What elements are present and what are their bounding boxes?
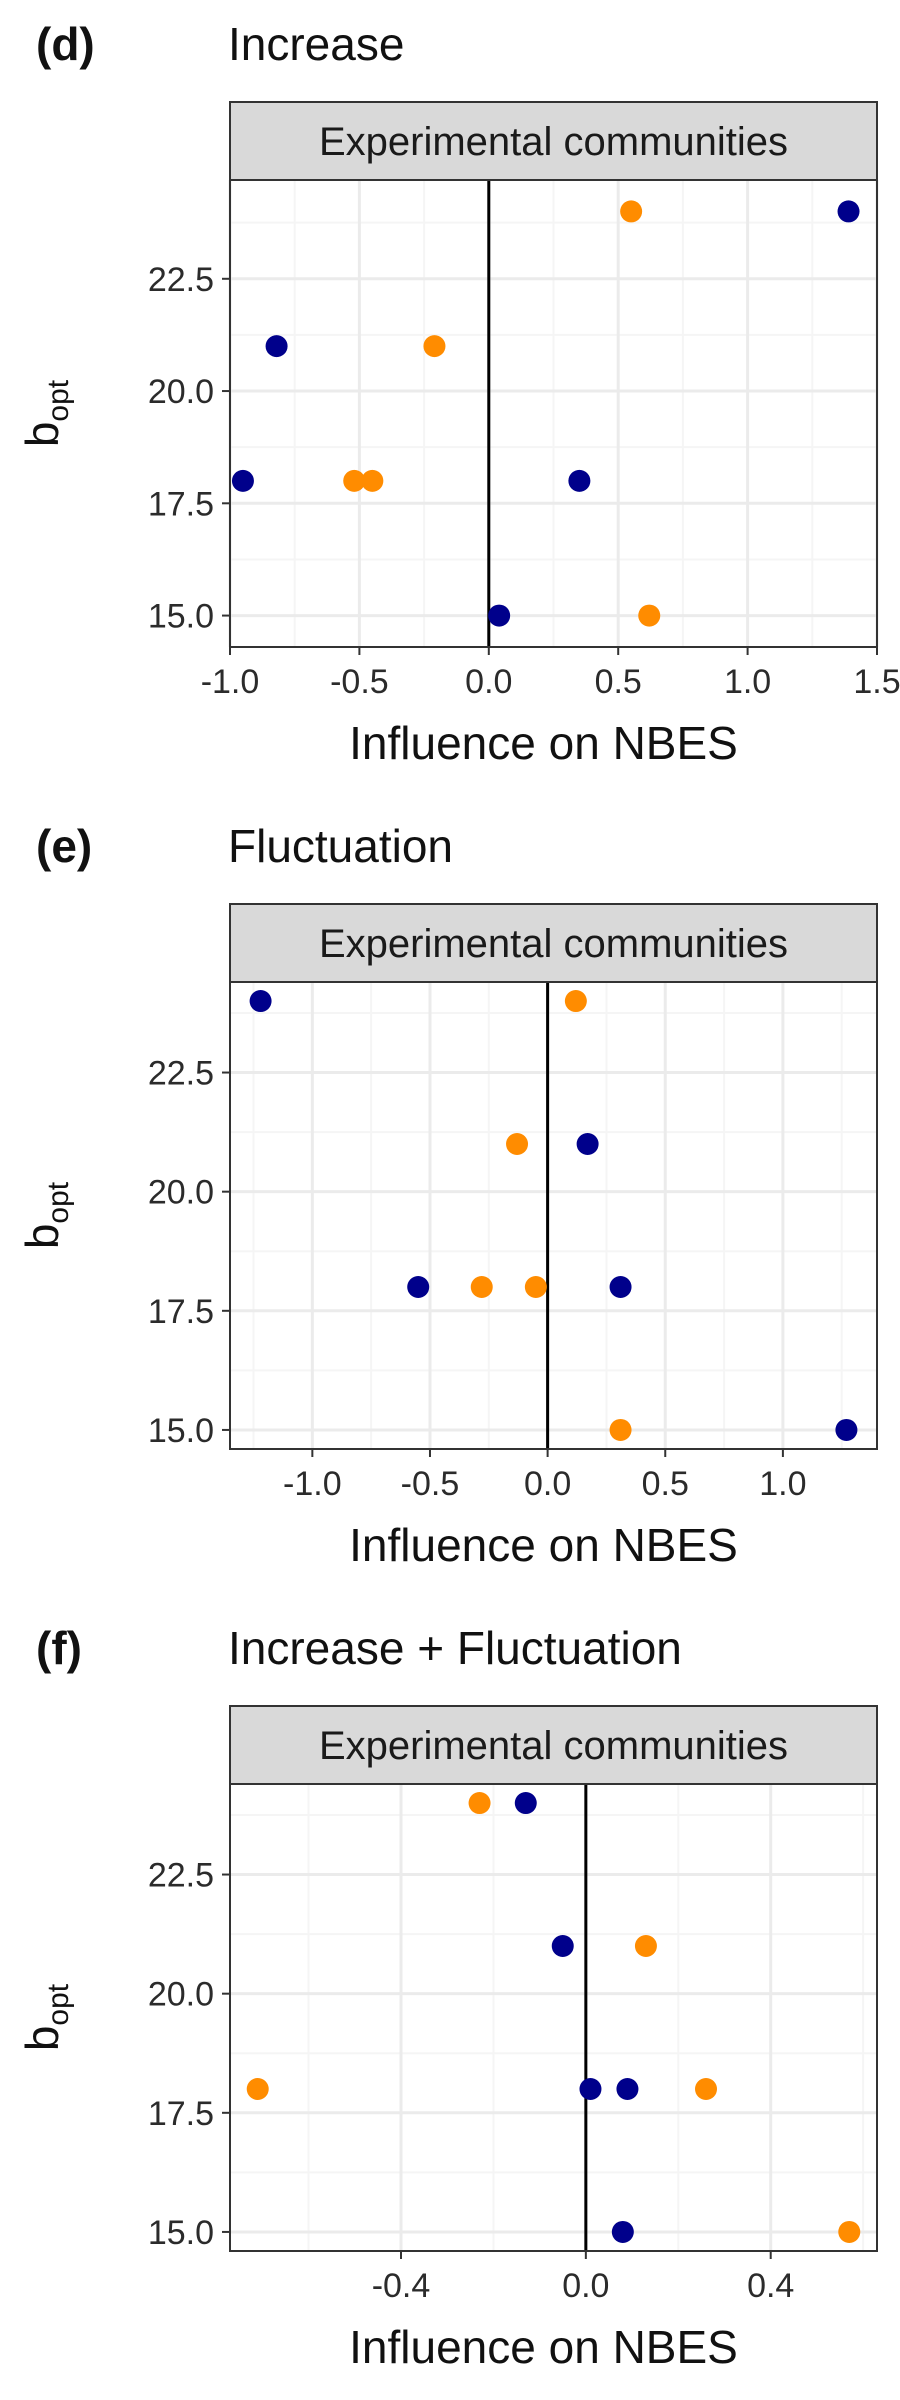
data-point-orange-0 (620, 200, 643, 223)
data-point-orange-1 (634, 1935, 657, 1958)
x-tick-label: -0.4 (372, 2267, 431, 2305)
data-point-navy-0 (837, 200, 860, 223)
panel-title: Fluctuation (228, 820, 453, 872)
x-tick-label: -1.0 (201, 663, 260, 701)
x-axis: -0.4 0.0 0.4 (372, 2251, 794, 2305)
panel-label: (d) (36, 18, 95, 70)
facet-strip-label: Experimental communities (319, 922, 788, 966)
x-axis: -1.0 -0.5 0.0 0.5 1.0 1.5 (201, 647, 900, 701)
y-tick-label: 17.5 (148, 485, 214, 523)
data-point-orange-4 (838, 2220, 861, 2243)
y-tick-label: 17.5 (148, 1293, 214, 1331)
data-point-navy-4 (611, 2220, 634, 2243)
data-point-orange-3 (695, 2077, 718, 2100)
x-tick-label: -0.5 (401, 1465, 460, 1503)
data-point-navy-2 (231, 469, 254, 492)
y-tick-label: 22.5 (148, 1857, 214, 1895)
x-tick-label: 0.5 (595, 663, 642, 701)
data-point-navy-3 (609, 1275, 632, 1298)
y-axis-title: bopt (16, 379, 75, 447)
x-tick-label: -0.5 (330, 663, 389, 701)
data-point-navy-2 (579, 2077, 602, 2100)
data-point-orange-4 (609, 1418, 632, 1441)
data-point-navy-3 (568, 469, 591, 492)
data-point-orange-2 (343, 469, 366, 492)
plot-frame (229, 1783, 878, 2252)
data-point-navy-1 (551, 1935, 574, 1958)
x-tick-label: 1.0 (759, 1465, 806, 1503)
panel-2: (f) Increase + Fluctuation Experimental co… (16, 1622, 878, 2373)
data-point-orange-3 (361, 469, 384, 492)
facet-strip (229, 101, 878, 181)
data-point-orange-4 (638, 604, 661, 627)
y-tick-label: 15.0 (148, 1412, 214, 1450)
x-axis-title: Influence on NBES (349, 2321, 738, 2373)
x-tick-label: 0.5 (642, 1465, 689, 1503)
y-axis-title: bopt (16, 1181, 75, 1249)
data-point-navy-4 (835, 1418, 858, 1441)
panel-1: (e) Fluctuation Experimental communities -1… (16, 820, 878, 1571)
y-axis-title-main: b (16, 422, 68, 448)
plot-background (230, 982, 877, 1449)
data-point-navy-0 (514, 1792, 537, 1815)
data-point-orange-2 (470, 1275, 493, 1298)
data-points (231, 200, 860, 627)
y-tick-label: 20.0 (148, 1174, 214, 1212)
y-axis: 15.0 17.5 20.0 22.5 (148, 1055, 230, 1450)
data-points (249, 990, 858, 1441)
x-axis-title: Influence on NBES (349, 717, 738, 769)
x-tick-label: 1.5 (853, 663, 900, 701)
data-points (246, 1792, 861, 2243)
y-axis-title-subscript: opt (42, 1983, 75, 2025)
y-axis-title-subscript: opt (42, 1181, 75, 1223)
data-point-orange-2 (246, 2077, 269, 2100)
y-axis: 15.0 17.5 20.0 22.5 (148, 1857, 230, 2252)
facet-strip-label: Experimental communities (319, 1724, 788, 1768)
x-axis-title: Influence on NBES (349, 1519, 738, 1571)
data-point-orange-3 (524, 1275, 547, 1298)
plot-frame (229, 981, 878, 1450)
y-axis-title: bopt (16, 1983, 75, 2051)
x-tick-label: 1.0 (724, 663, 771, 701)
data-point-orange-1 (423, 335, 446, 358)
data-point-navy-3 (616, 2077, 639, 2100)
x-tick-label: 0.0 (562, 2267, 609, 2305)
y-tick-label: 22.5 (148, 1055, 214, 1093)
y-tick-label: 15.0 (148, 2214, 214, 2252)
data-point-orange-0 (468, 1792, 491, 1815)
y-axis: 15.0 17.5 20.0 22.5 (148, 261, 230, 636)
y-axis-title-main: b (16, 1224, 68, 1250)
data-point-navy-2 (407, 1275, 430, 1298)
y-tick-label: 20.0 (148, 1976, 214, 2014)
x-tick-label: 0.0 (524, 1465, 571, 1503)
x-tick-label: 0.4 (747, 2267, 794, 2305)
x-axis: -1.0 -0.5 0.0 0.5 1.0 (283, 1449, 807, 1503)
y-tick-label: 22.5 (148, 261, 214, 299)
y-axis-title-subscript: opt (42, 379, 75, 421)
x-tick-label: 0.0 (465, 663, 512, 701)
plot-frame (229, 179, 878, 648)
panel-title: Increase (228, 18, 404, 70)
x-tick-label: -1.0 (283, 1465, 342, 1503)
panel-label: (e) (36, 820, 92, 872)
panel-title: Increase + Fluctuation (228, 1622, 682, 1674)
y-tick-label: 20.0 (148, 373, 214, 411)
data-point-navy-1 (265, 335, 288, 358)
facet-strip (229, 903, 878, 983)
data-point-navy-0 (249, 990, 272, 1013)
facet-strip-label: Experimental communities (319, 120, 788, 164)
data-point-navy-4 (488, 604, 511, 627)
data-point-navy-1 (576, 1133, 599, 1156)
panel-label: (f) (36, 1622, 82, 1674)
data-point-orange-0 (564, 990, 587, 1013)
y-axis-title-main: b (16, 2026, 68, 2052)
data-point-orange-1 (506, 1133, 529, 1156)
y-tick-label: 17.5 (148, 2095, 214, 2133)
plot-background (230, 1784, 877, 2251)
y-tick-label: 15.0 (148, 598, 214, 636)
